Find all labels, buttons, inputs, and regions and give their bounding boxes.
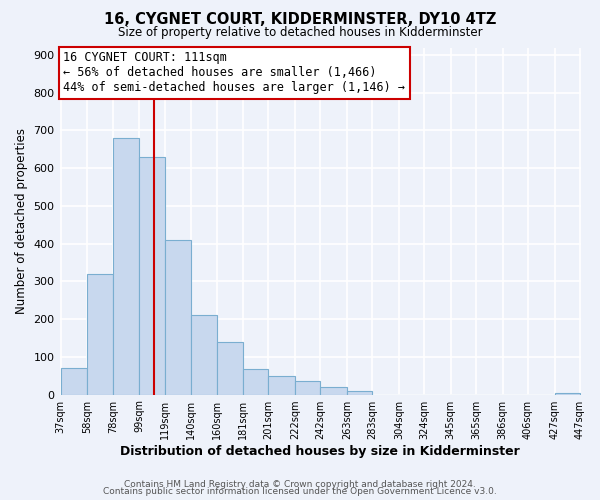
Bar bbox=[217, 342, 243, 394]
Y-axis label: Number of detached properties: Number of detached properties bbox=[15, 128, 28, 314]
Bar bbox=[164, 240, 191, 394]
X-axis label: Distribution of detached houses by size in Kidderminster: Distribution of detached houses by size … bbox=[121, 444, 520, 458]
Bar bbox=[320, 387, 347, 394]
Text: 16 CYGNET COURT: 111sqm
← 56% of detached houses are smaller (1,466)
44% of semi: 16 CYGNET COURT: 111sqm ← 56% of detache… bbox=[64, 52, 406, 94]
Text: 16, CYGNET COURT, KIDDERMINSTER, DY10 4TZ: 16, CYGNET COURT, KIDDERMINSTER, DY10 4T… bbox=[104, 12, 496, 28]
Bar bbox=[191, 316, 217, 394]
Bar bbox=[139, 157, 164, 394]
Bar bbox=[295, 380, 320, 394]
Bar bbox=[243, 369, 268, 394]
Text: Contains HM Land Registry data © Crown copyright and database right 2024.: Contains HM Land Registry data © Crown c… bbox=[124, 480, 476, 489]
Bar bbox=[268, 376, 295, 394]
Bar bbox=[113, 138, 139, 394]
Bar bbox=[88, 274, 113, 394]
Bar bbox=[61, 368, 88, 394]
Text: Contains public sector information licensed under the Open Government Licence v3: Contains public sector information licen… bbox=[103, 488, 497, 496]
Bar bbox=[554, 392, 580, 394]
Text: Size of property relative to detached houses in Kidderminster: Size of property relative to detached ho… bbox=[118, 26, 482, 39]
Bar bbox=[347, 391, 372, 394]
